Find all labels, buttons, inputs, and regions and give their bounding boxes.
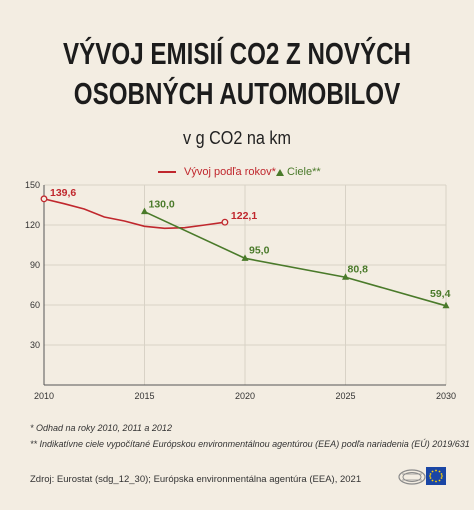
chart-title-line-2: OSOBNÝCH AUTOMOBILOV: [73, 76, 401, 111]
data-label: 80,8: [348, 263, 369, 275]
y-tick-label: 30: [30, 340, 40, 350]
data-point-triangle: [241, 254, 249, 261]
footnotes: * Odhad na roky 2010, 2011 a 2012 ** Ind…: [30, 420, 470, 452]
chart-series: [40, 195, 450, 309]
eu-flag-icon: [426, 467, 446, 485]
legend-label-targets: Ciele**: [287, 166, 321, 178]
chart-grid: [43, 184, 447, 385]
legend-item-targets: Ciele**: [276, 166, 321, 178]
source-note: Zdroj: Eurostat (sdg_12_30); Európska en…: [30, 474, 362, 485]
data-point-triangle: [442, 301, 450, 309]
legend-line-icon: [158, 171, 176, 173]
data-label: 122,1: [231, 210, 257, 222]
data-point-triangle: [141, 207, 148, 215]
x-tick-label: 2030: [436, 391, 456, 401]
y-tick-label: 90: [30, 260, 40, 270]
chart-legend: Vývoj podľa rokov* Ciele**: [0, 166, 474, 182]
x-tick-label: 2015: [134, 391, 154, 401]
data-label: 59,4: [430, 288, 451, 300]
y-tick-label: 120: [25, 220, 40, 230]
y-tick-label: 60: [30, 300, 40, 310]
chart-title: VÝVOJ EMISIÍ CO2 Z NOVÝCH OSOBNÝCH AUTOM…: [52, 34, 422, 114]
data-point-triangle: [342, 273, 349, 280]
european-parliament-logo: [398, 467, 446, 485]
data-label: 130,0: [149, 199, 175, 211]
footnote-estimate: * Odhad na roky 2010, 2011 a 2012: [30, 423, 172, 433]
data-point-circle: [221, 218, 229, 226]
legend-item-actual: Vývoj podľa rokov*: [158, 166, 276, 178]
legend-label-actual: Vývoj podľa rokov*: [184, 166, 276, 178]
data-point-circle: [40, 195, 48, 203]
x-tick-label: 2020: [235, 391, 255, 401]
chart-axes: 30 60 90 120 150 2010 2015 2020 2025 2030: [25, 180, 456, 401]
footnote-targets: ** Indikatívne ciele vypočítané Európsko…: [30, 439, 470, 449]
parliament-building-icon: [398, 469, 426, 485]
series-line-actual: [43, 198, 226, 230]
y-tick-label: 150: [25, 180, 40, 190]
data-label: 95,0: [249, 244, 270, 256]
chart-subtitle: v g CO2 na km: [182, 128, 292, 148]
chart-title-line-1: VÝVOJ EMISIÍ CO2 Z NOVÝCH: [62, 36, 412, 71]
x-tick-label: 2025: [335, 391, 355, 401]
triangle-icon: [276, 168, 284, 176]
series-line-targets: [144, 210, 447, 307]
data-label: 139,6: [50, 187, 76, 199]
x-tick-label: 2010: [34, 391, 54, 401]
line-chart: 30 60 90 120 150 2010 2015 2020 2025 2030 139,6 12…: [25, 180, 456, 401]
chart-data-labels: 139,6 122,1 130,0 95,0 80,8 59,4: [50, 187, 451, 300]
